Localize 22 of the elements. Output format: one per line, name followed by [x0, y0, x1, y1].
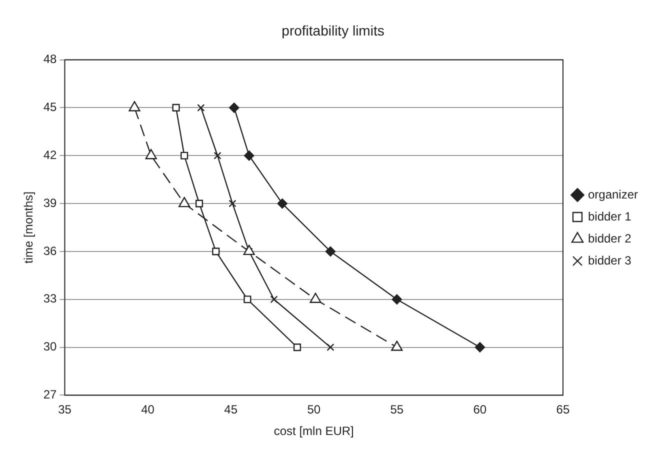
y-tick-label: 42: [43, 148, 58, 162]
y-tick-label: 27: [43, 388, 58, 402]
legend-label: bidder 2: [588, 231, 632, 246]
chart-title: profitability limits: [282, 22, 384, 38]
y-tick-label: 39: [43, 196, 58, 210]
legend-label: bidder 1: [588, 209, 632, 224]
x-tick-label: 65: [556, 402, 570, 417]
x-tick-label: 40: [141, 402, 155, 417]
y-tick-label: 36: [43, 244, 58, 258]
y-tick-label: 33: [43, 292, 58, 306]
x-tick-label: 55: [390, 402, 404, 417]
y-tick-label: 45: [43, 100, 58, 114]
x-tick-label: 35: [58, 402, 72, 417]
x-tick-label: 50: [307, 402, 321, 417]
x-tick-label: 60: [473, 402, 487, 417]
legend-label: organizer: [588, 187, 638, 202]
y-tick-label: 48: [43, 52, 58, 66]
x-axis-title: cost [mln EUR]: [274, 424, 354, 438]
x-tick-label: 45: [224, 402, 238, 417]
y-tick-label: 30: [43, 340, 58, 354]
legend-label: bidder 3: [588, 253, 632, 268]
y-axis-title: time [months]: [22, 191, 36, 264]
